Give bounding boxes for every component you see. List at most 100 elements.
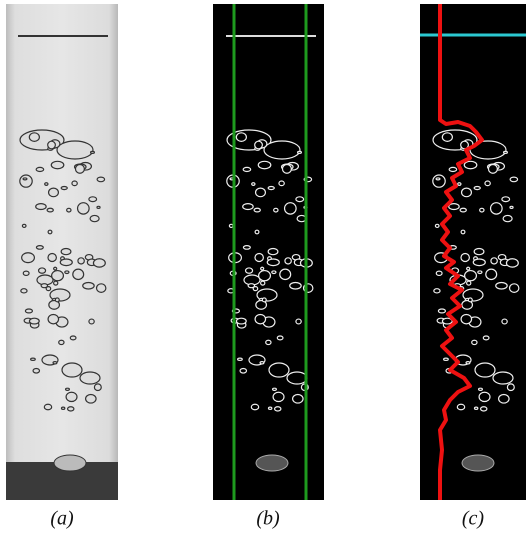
bubble — [501, 318, 508, 325]
bubble — [37, 267, 47, 274]
bubble — [64, 270, 70, 275]
bubble — [46, 207, 54, 213]
bubble — [296, 150, 303, 154]
bubble — [467, 297, 473, 303]
bubble — [252, 286, 259, 292]
bubble — [492, 371, 514, 385]
bubble — [501, 196, 511, 203]
bubble — [281, 163, 292, 174]
bubble — [60, 185, 68, 191]
bubble — [61, 362, 83, 378]
bubble — [69, 335, 77, 341]
bubble — [267, 406, 273, 411]
bubble — [251, 182, 256, 186]
bubble — [237, 357, 243, 362]
bubble — [272, 391, 285, 403]
bubble — [258, 269, 272, 282]
bubble — [21, 252, 35, 264]
bubble — [466, 280, 472, 286]
bubble — [448, 203, 460, 211]
bubble — [47, 229, 53, 235]
bubble — [461, 299, 474, 310]
bubble — [268, 362, 290, 378]
bubble — [242, 166, 252, 173]
bubble — [271, 270, 277, 275]
bubble — [482, 335, 490, 341]
bubble — [276, 335, 284, 341]
bubble — [471, 339, 478, 346]
bubble — [44, 182, 49, 186]
bubble — [35, 166, 45, 173]
bubble — [473, 185, 481, 191]
bubble — [265, 339, 272, 346]
bubble — [228, 223, 234, 229]
bubble — [244, 267, 254, 274]
bubble — [253, 207, 261, 213]
bubble — [477, 387, 483, 392]
bubble — [479, 207, 485, 213]
nozzle — [255, 454, 289, 472]
bubble — [53, 266, 58, 271]
bubble — [28, 132, 40, 142]
bubble — [95, 283, 107, 293]
bubble — [82, 281, 95, 290]
bubble — [508, 283, 520, 293]
bubble — [48, 299, 61, 310]
bubble — [50, 160, 65, 170]
bubble — [71, 180, 78, 187]
panel-label: (a) — [50, 508, 74, 530]
bubble — [432, 174, 446, 188]
bubble — [242, 203, 254, 211]
bubble — [64, 387, 70, 392]
bubble — [495, 281, 508, 290]
bubble — [257, 160, 272, 170]
bubble — [255, 299, 268, 310]
bubble — [65, 391, 78, 403]
bubble — [271, 387, 277, 392]
bubble — [254, 313, 267, 325]
bubble — [79, 371, 101, 385]
bubble — [456, 403, 466, 411]
bubble — [441, 132, 453, 142]
bubbles — [19, 129, 520, 412]
bubble — [295, 196, 305, 203]
bubble — [279, 268, 292, 281]
bubble — [448, 166, 458, 173]
bubble — [40, 283, 49, 289]
bubble — [24, 308, 34, 314]
bubble — [88, 318, 95, 325]
bubble — [54, 297, 60, 303]
overlays — [232, 4, 526, 500]
bubble — [266, 258, 280, 267]
bubble — [278, 180, 285, 187]
bubble — [19, 174, 33, 188]
bubble — [435, 270, 443, 277]
bubble — [254, 252, 264, 263]
bubble — [88, 196, 98, 203]
bubble — [441, 317, 453, 325]
nozzle — [53, 454, 87, 472]
bubble — [242, 245, 251, 250]
bubble — [247, 283, 256, 289]
bubble — [30, 357, 36, 362]
bubble — [74, 163, 85, 174]
bubble — [466, 266, 471, 271]
bubble — [22, 270, 30, 277]
bubble — [465, 360, 471, 365]
bubble — [509, 205, 514, 209]
bubble — [502, 214, 513, 223]
bubble — [52, 360, 58, 365]
bubble — [284, 257, 292, 265]
bubble — [28, 317, 40, 325]
bubble — [43, 403, 53, 411]
bubble — [505, 258, 519, 268]
bubble — [35, 245, 44, 250]
bubble — [460, 252, 470, 263]
bubble — [484, 180, 491, 187]
bubble — [56, 140, 94, 160]
bubble — [460, 187, 473, 198]
bubble — [92, 258, 106, 268]
bubble — [295, 318, 302, 325]
bubble — [60, 406, 66, 411]
